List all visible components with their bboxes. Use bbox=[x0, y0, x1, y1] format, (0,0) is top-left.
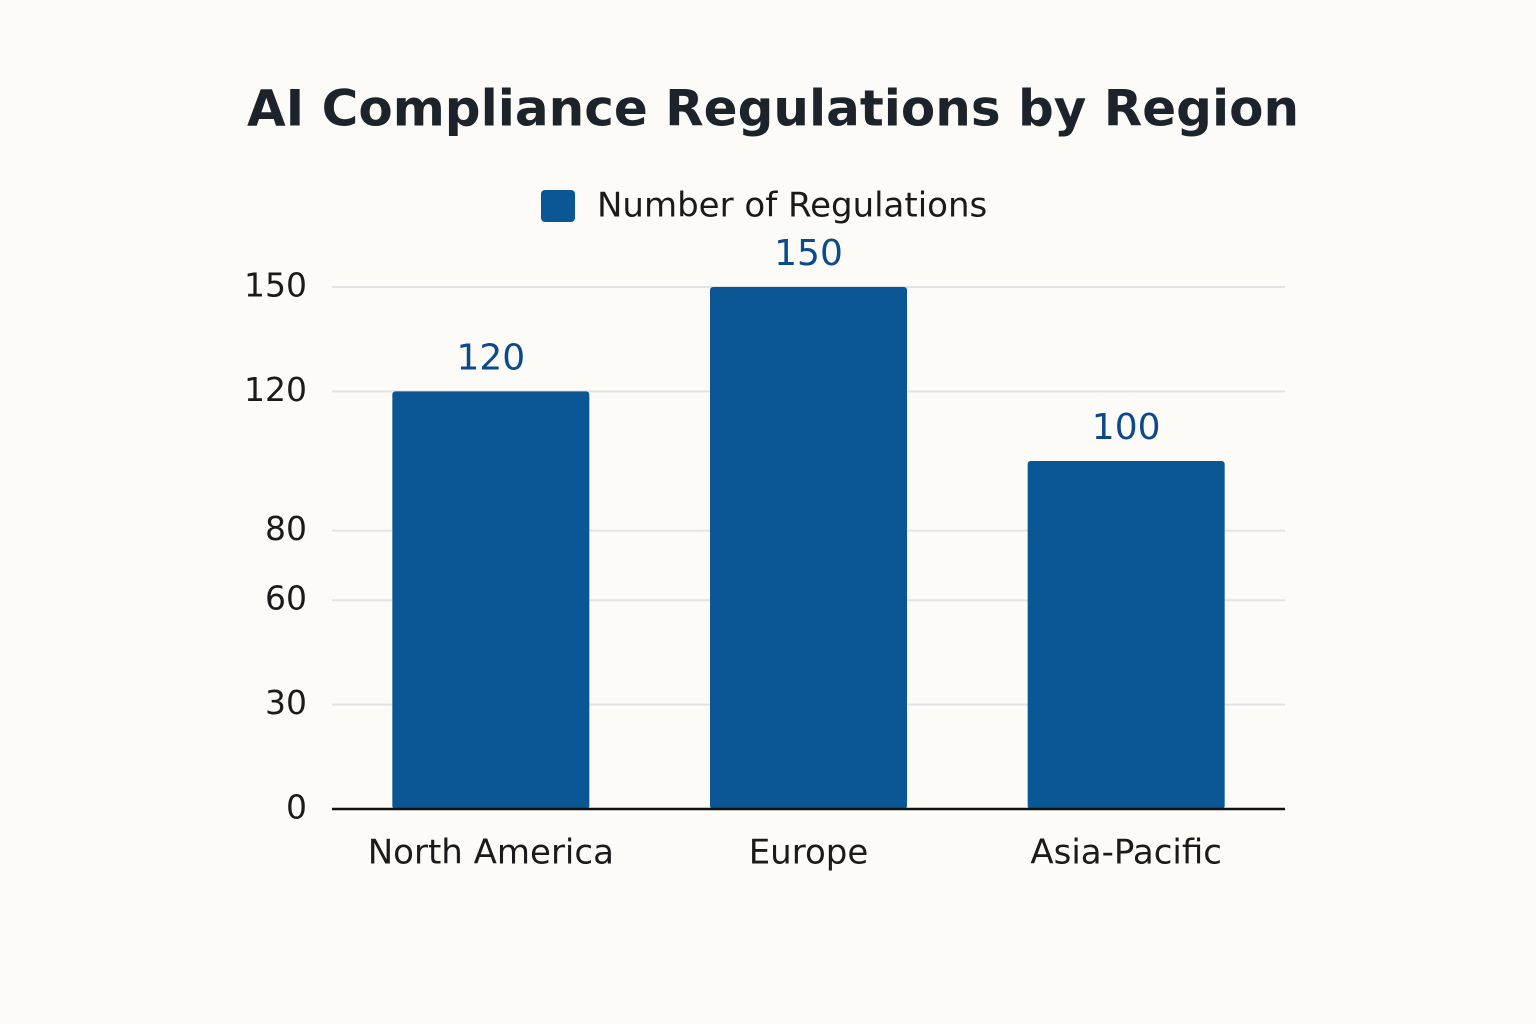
y-tick-label: 150 bbox=[244, 266, 307, 305]
chart-title: AI Compliance Regulations by Region bbox=[247, 80, 1299, 138]
y-tick-label: 60 bbox=[265, 579, 307, 618]
x-tick-label: North America bbox=[368, 833, 614, 873]
bar bbox=[392, 391, 590, 809]
legend-swatch bbox=[541, 190, 575, 222]
x-tick-label: Asia-Pacific bbox=[1030, 833, 1222, 873]
x-tick-label: Europe bbox=[749, 833, 869, 873]
y-tick-label: 80 bbox=[265, 509, 307, 548]
legend-label: Number of Regulations bbox=[597, 186, 987, 226]
value-label: 120 bbox=[456, 337, 525, 378]
value-label: 150 bbox=[774, 233, 843, 274]
y-tick-label: 120 bbox=[244, 370, 307, 409]
bar bbox=[1027, 461, 1225, 809]
y-tick-label: 0 bbox=[286, 788, 307, 827]
bar bbox=[710, 287, 907, 809]
y-tick-label: 30 bbox=[265, 683, 307, 722]
value-label: 100 bbox=[1092, 407, 1161, 448]
